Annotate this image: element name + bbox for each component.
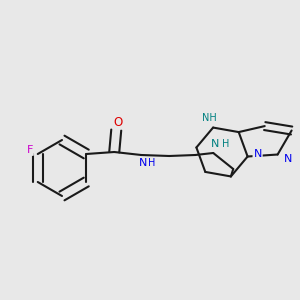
Text: F: F bbox=[27, 145, 33, 155]
Text: N: N bbox=[254, 148, 262, 158]
Text: O: O bbox=[114, 116, 123, 128]
Text: NH: NH bbox=[202, 112, 217, 123]
Text: H: H bbox=[148, 158, 155, 168]
Text: H: H bbox=[222, 139, 229, 149]
Text: N: N bbox=[284, 154, 292, 164]
Text: N: N bbox=[211, 139, 219, 149]
Text: N: N bbox=[139, 158, 147, 168]
